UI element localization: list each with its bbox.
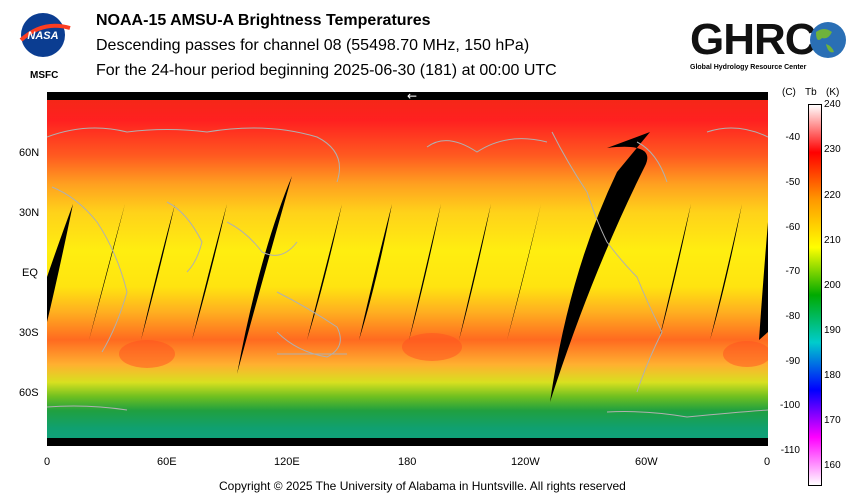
copyright-notice: Copyright © 2025 The University of Alaba… [219,479,626,493]
kelvin-tick: 190 [824,325,841,336]
nasa-logo-text: NASA [27,30,58,42]
celsius-tick: -90 [785,356,800,367]
lon-label-60w: 60W [635,456,658,468]
missing-data-top [47,92,768,100]
ghrc-logo-text: GHRC [690,15,816,64]
kelvin-tick: 210 [824,235,841,246]
lat-label-60n: 60N [19,147,40,159]
lon-label-120e: 120E [274,456,300,468]
lat-label-60s: 60S [19,387,39,399]
colorbar [808,104,822,486]
nasa-logo: NASA [19,13,71,57]
lat-label-30s: 30S [19,327,39,339]
celsius-tick: -50 [785,177,800,188]
channel-subtitle: Descending passes for channel 08 (55498.… [96,37,530,54]
lat-label-30n: 30N [19,207,40,219]
coastlines [47,127,768,418]
lat-label-eq: EQ [22,267,38,279]
ghrc-full-name: Global Hydrology Resource Center [690,64,807,71]
kelvin-tick: 170 [824,415,841,426]
temperature-field [47,92,768,446]
kelvin-tick: 220 [824,190,841,201]
kelvin-tick: 200 [824,280,841,291]
colorbar-header-tb: Tb [805,87,817,98]
lon-label-0-left: 0 [44,456,51,468]
celsius-tick: -100 [779,400,800,411]
celsius-tick: -70 [785,266,800,277]
lon-label-180: 180 [398,456,417,468]
missing-data-bottom [47,438,768,446]
period-subtitle: For the 24-hour period beginning 2025-06… [96,62,557,79]
colorbar-header-celsius: (C) [782,87,796,98]
ghrc-logo: GHRC [690,15,846,64]
celsius-tick: -110 [780,445,800,456]
celsius-tick: -40 [785,132,800,143]
colorbar-header-kelvin: (K) [826,87,840,98]
lon-label-120w: 120W [511,456,540,468]
lon-label-0-right: 0 [764,456,771,468]
brightness-map: ← [47,92,768,446]
msfc-label: MSFC [30,70,59,81]
kelvin-tick: 230 [824,144,841,155]
page-title: NOAA-15 AMSU-A Brightness Temperatures [96,12,431,29]
celsius-tick: -60 [785,222,800,233]
celsius-tick: -80 [785,311,800,322]
kelvin-tick: 240 [824,99,841,110]
date-line-arrow: ← [407,92,417,103]
kelvin-tick: 180 [824,370,841,381]
lon-label-60e: 60E [157,456,177,468]
kelvin-tick: 160 [824,460,841,471]
orbit-gaps [47,132,768,402]
